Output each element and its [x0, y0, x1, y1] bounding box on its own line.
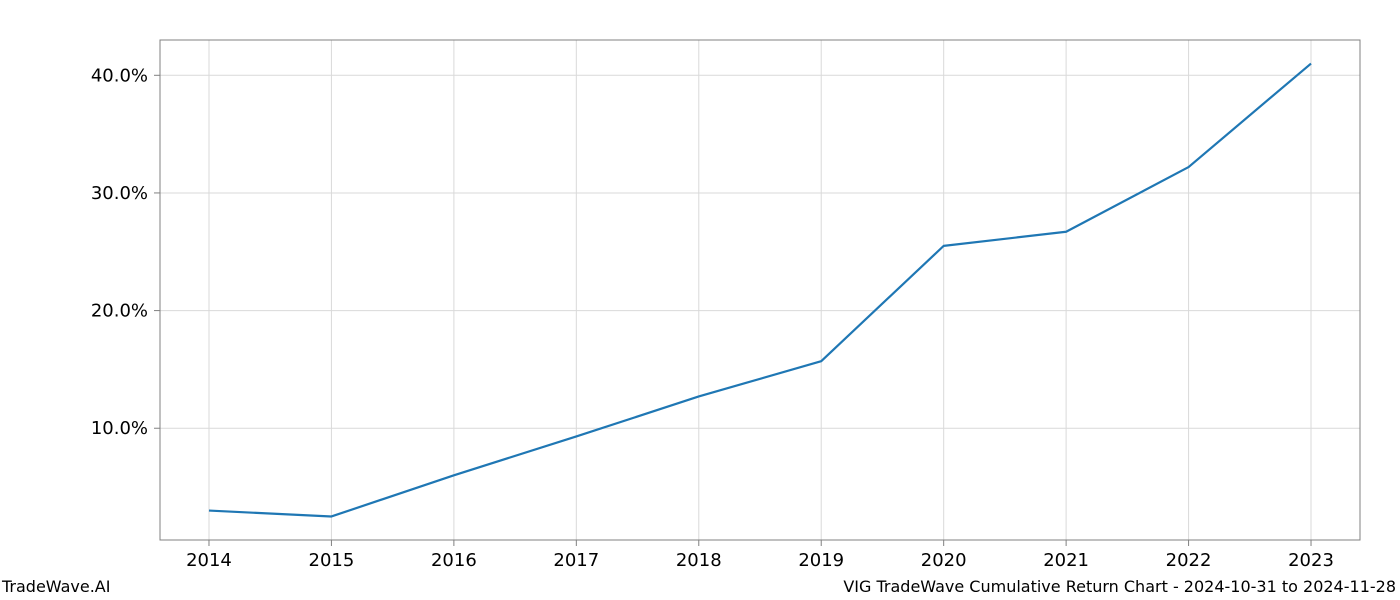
x-tick-label: 2015: [309, 550, 355, 571]
x-tick-label: 2021: [1043, 550, 1089, 571]
footer-caption: VIG TradeWave Cumulative Return Chart - …: [843, 577, 1396, 596]
x-tick-label: 2018: [676, 550, 722, 571]
x-tick-label: 2014: [186, 550, 232, 571]
x-tick-label: 2019: [798, 550, 844, 571]
y-tick-label: 20.0%: [91, 301, 148, 322]
x-tick-label: 2022: [1166, 550, 1212, 571]
chart-container: 2014 2015 2016 2017 2018 2019 2020 2021 2022 2023…: [0, 0, 1400, 600]
y-tick-label: 10.0%: [91, 418, 148, 439]
x-tick-label: 2020: [921, 550, 967, 571]
footer-brand: TradeWave.AI: [2, 577, 110, 596]
y-tick-label: 40.0%: [91, 65, 148, 86]
y-tick-label: 30.0%: [91, 183, 148, 204]
x-tick-label: 2017: [553, 550, 599, 571]
x-tick-label: 2023: [1288, 550, 1334, 571]
line-chart: 2014 2015 2016 2017 2018 2019 2020 2021 2022 2023…: [0, 0, 1400, 600]
x-tick-label: 2016: [431, 550, 477, 571]
